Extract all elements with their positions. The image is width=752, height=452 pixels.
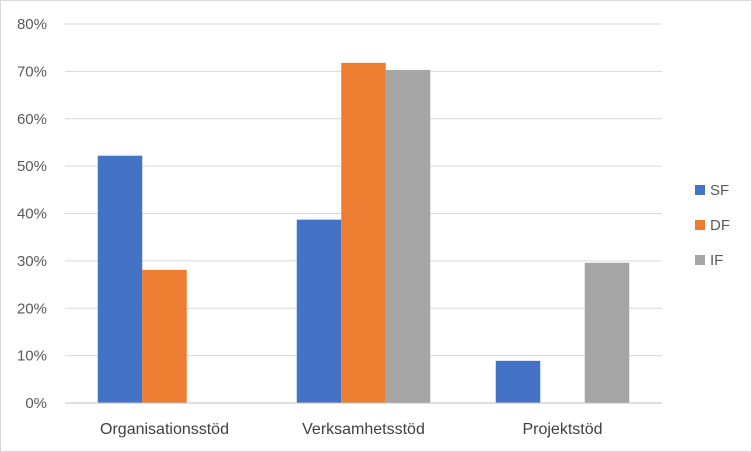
legend-swatch-if	[695, 255, 705, 265]
bar-sf-3	[495, 360, 541, 403]
y-axis-tick-labels: 0% 10% 20% 30% 40% 50% 60% 70% 80%	[17, 16, 47, 412]
x-category-label: Projektstöd	[522, 421, 602, 438]
legend-label-sf: SF	[710, 182, 729, 199]
x-category-label: Verksamhetsstöd	[302, 421, 425, 438]
bar-if-2	[385, 69, 431, 404]
legend-swatch-df	[695, 220, 705, 230]
bars	[97, 62, 630, 404]
y-tick-label: 10%	[17, 348, 47, 365]
y-tick-label: 80%	[17, 16, 47, 33]
x-axis-category-labels: Organisationsstöd Verksamhetsstöd Projekts…	[100, 421, 603, 438]
bar-df-1	[142, 269, 187, 403]
bar-df-2	[341, 62, 386, 403]
legend: SF DF IF	[695, 182, 730, 269]
y-tick-label: 20%	[17, 300, 47, 317]
y-tick-label: 0%	[25, 395, 47, 412]
legend-label-if: IF	[710, 252, 723, 269]
x-category-label: Organisationsstöd	[100, 421, 229, 438]
y-tick-label: 60%	[17, 111, 47, 128]
y-tick-label: 40%	[17, 206, 47, 223]
legend-swatch-sf	[695, 185, 705, 195]
legend-label-df: DF	[710, 217, 730, 234]
y-tick-label: 70%	[17, 63, 47, 80]
y-tick-label: 30%	[17, 253, 47, 270]
bar-if-3	[584, 262, 630, 403]
bar-sf-1	[97, 155, 143, 403]
y-tick-label: 50%	[17, 158, 47, 175]
bar-sf-2	[296, 219, 342, 403]
